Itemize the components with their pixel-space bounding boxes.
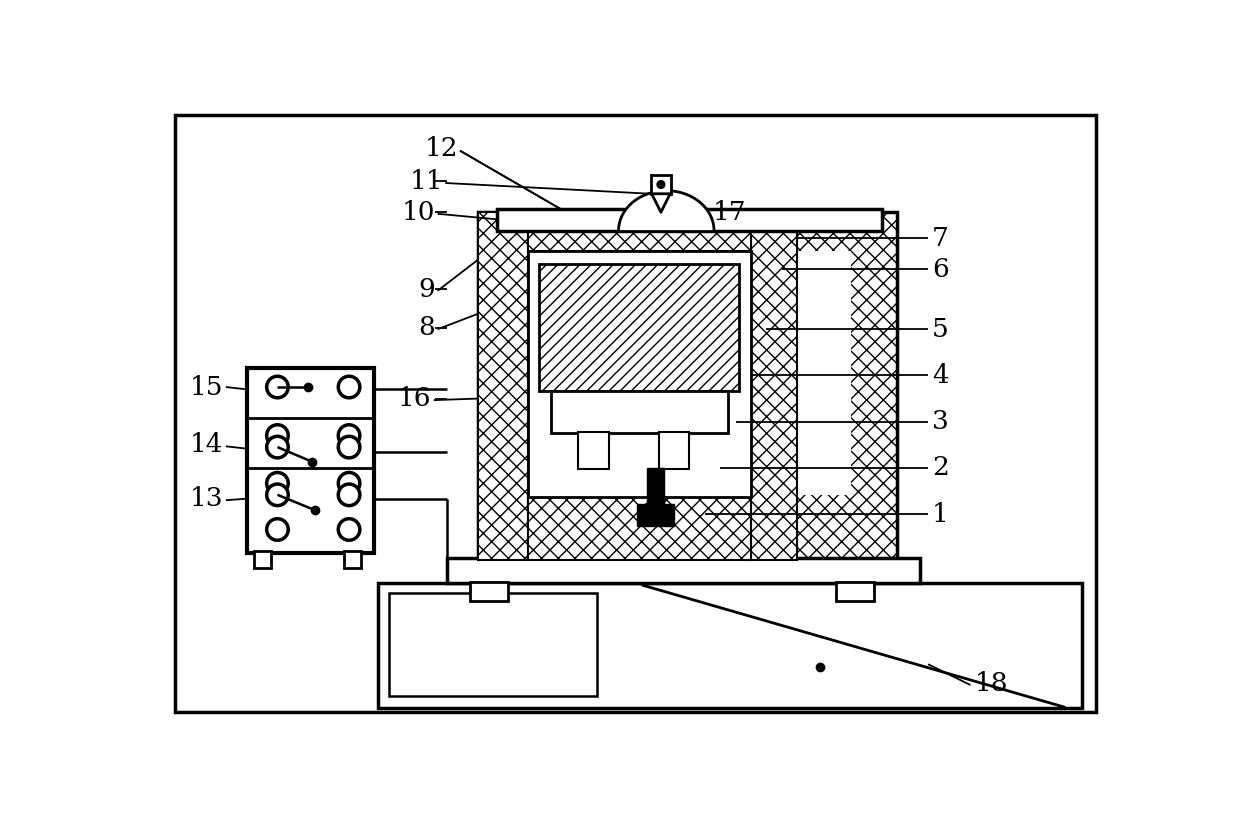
Circle shape <box>267 473 288 494</box>
Text: 5: 5 <box>932 317 949 342</box>
Text: 18: 18 <box>975 671 1008 696</box>
Text: 11: 11 <box>409 169 443 194</box>
Circle shape <box>339 376 360 398</box>
Polygon shape <box>619 191 714 231</box>
Bar <box>751 212 797 560</box>
Bar <box>446 558 920 583</box>
Bar <box>836 581 874 601</box>
Bar <box>254 551 272 568</box>
Text: 10: 10 <box>402 200 435 224</box>
Circle shape <box>339 473 360 494</box>
Text: 6: 6 <box>932 256 949 282</box>
Bar <box>389 594 596 696</box>
Bar <box>658 432 689 468</box>
Text: 15: 15 <box>190 374 223 400</box>
Bar <box>470 581 508 601</box>
Text: 9: 9 <box>419 277 435 301</box>
Bar <box>528 251 851 495</box>
Bar <box>477 212 528 560</box>
Bar <box>497 209 882 231</box>
Circle shape <box>339 518 360 541</box>
Circle shape <box>267 376 288 398</box>
Text: 16: 16 <box>398 386 432 411</box>
Circle shape <box>339 437 360 458</box>
Circle shape <box>339 425 360 446</box>
Text: 1: 1 <box>932 501 949 527</box>
Text: 12: 12 <box>425 136 459 161</box>
Bar <box>551 391 728 433</box>
Bar <box>528 495 751 560</box>
Bar <box>647 468 663 508</box>
Bar <box>539 264 739 391</box>
Circle shape <box>657 181 665 188</box>
Bar <box>345 551 361 568</box>
Bar <box>637 504 675 526</box>
Circle shape <box>267 425 288 446</box>
Text: 13: 13 <box>190 486 223 511</box>
Bar <box>578 432 609 468</box>
Text: 14: 14 <box>190 432 223 457</box>
Text: 4: 4 <box>932 363 949 388</box>
Text: 17: 17 <box>713 200 746 224</box>
Bar <box>651 175 671 194</box>
Text: 7: 7 <box>932 226 949 251</box>
Bar <box>528 212 751 251</box>
Circle shape <box>267 437 288 458</box>
Circle shape <box>339 484 360 505</box>
Text: 2: 2 <box>932 455 949 481</box>
Polygon shape <box>652 194 670 212</box>
Circle shape <box>267 518 288 541</box>
Bar <box>377 583 1083 708</box>
Circle shape <box>267 484 288 505</box>
Bar <box>528 251 751 497</box>
Text: 3: 3 <box>932 410 949 434</box>
Text: 8: 8 <box>419 315 435 340</box>
Bar <box>477 212 898 560</box>
Bar <box>247 368 373 553</box>
